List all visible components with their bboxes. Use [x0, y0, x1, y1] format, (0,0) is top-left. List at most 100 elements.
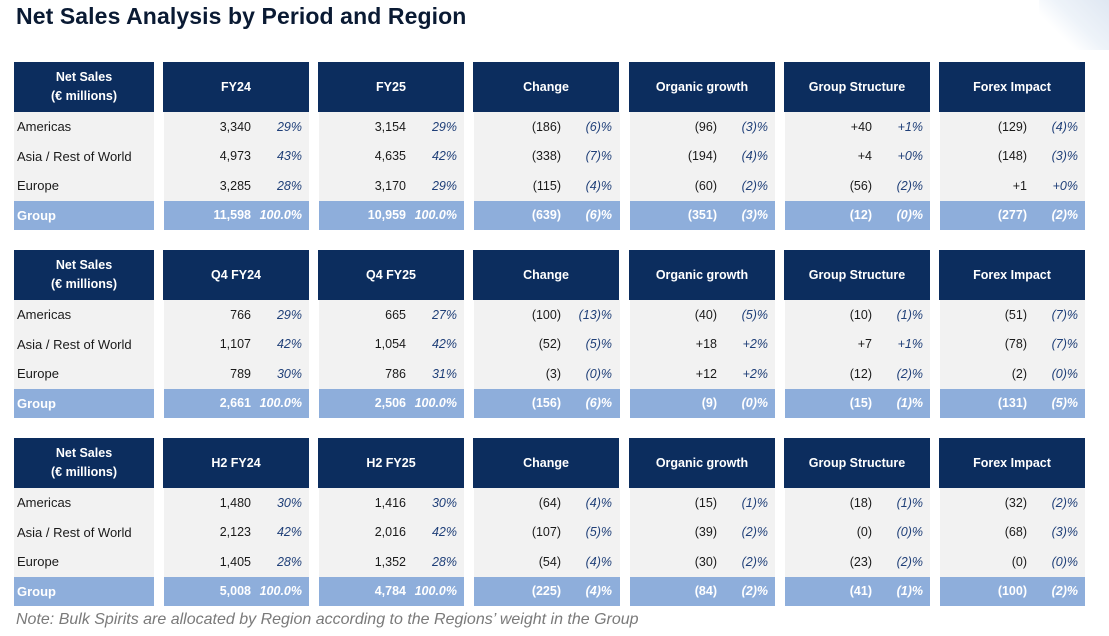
group-total-row: Group 5,008 100.0% 4,784 100.0% (225) (4)% (84)… — [14, 576, 1085, 606]
percent-cell: (4)% — [585, 554, 612, 569]
value-cell: (39) — [694, 525, 717, 540]
column-separator — [309, 329, 319, 359]
percent-cell: 42% — [431, 337, 457, 352]
value-cell: (84) — [694, 584, 717, 599]
column-separator — [620, 300, 630, 330]
column-separator — [775, 488, 785, 518]
value-cell: 2,661 — [219, 396, 251, 411]
row-label: Group — [17, 583, 56, 599]
value-cell: +40 — [850, 119, 872, 134]
percent-cell: 100.0% — [259, 208, 302, 223]
column-header: Change — [473, 62, 619, 112]
column-separator — [620, 171, 630, 201]
column-header: Q4 FY25 — [318, 250, 464, 300]
column-separator — [464, 547, 474, 577]
percent-cell: (1)% — [741, 495, 768, 510]
percent-cell: (2)% — [741, 525, 768, 540]
value-cell: (64) — [538, 495, 561, 510]
row-label: Group — [17, 207, 56, 223]
value-cell: (129) — [997, 119, 1027, 134]
column-separator — [464, 488, 474, 518]
column-separator — [309, 200, 319, 230]
percent-cell: (6)% — [585, 396, 612, 411]
value-cell: (156) — [531, 396, 561, 411]
percent-cell: (3)% — [1051, 525, 1078, 540]
column-separator — [620, 576, 630, 606]
percent-cell: (0)% — [896, 525, 923, 540]
value-cell: (115) — [532, 178, 561, 193]
column-separator — [154, 141, 164, 171]
header-label-line1: Net Sales — [55, 70, 113, 84]
column-separator — [930, 517, 940, 547]
percent-cell: (0)% — [1051, 554, 1078, 569]
value-cell: 1,480 — [219, 495, 251, 510]
column-header: Forex Impact — [939, 62, 1085, 112]
value-cell: 1,416 — [374, 495, 406, 510]
percent-cell: (2)% — [896, 178, 923, 193]
column-separator — [930, 388, 940, 418]
column-separator — [620, 388, 630, 418]
percent-cell: +1% — [897, 337, 923, 352]
value-cell: 1,107 — [219, 337, 251, 352]
column-separator — [775, 200, 785, 230]
column-separator — [775, 576, 785, 606]
percent-cell: (3)% — [741, 119, 768, 134]
percent-cell: (3)% — [741, 208, 768, 223]
percent-cell: (7)% — [1051, 307, 1078, 322]
column-separator — [154, 388, 164, 418]
column-separator — [154, 359, 164, 389]
column-separator — [775, 517, 785, 547]
percent-cell: (7)% — [1051, 337, 1078, 352]
column-separator — [464, 388, 474, 418]
percent-cell: (5)% — [585, 525, 612, 540]
column-header: Forex Impact — [939, 438, 1085, 488]
sales-table-1: Net Sales (€ millions) FY24 FY25 Change Organ… — [14, 62, 1085, 230]
column-separator — [154, 112, 164, 142]
percent-cell: 30% — [276, 495, 302, 510]
table-header: Net Sales (€ millions) H2 FY24 H2 FY25 Chang… — [14, 438, 1085, 488]
value-cell: (41) — [849, 584, 872, 599]
percent-cell: (0)% — [1051, 366, 1078, 381]
value-cell: (32) — [1004, 495, 1027, 510]
column-separator — [309, 517, 319, 547]
percent-cell: +0% — [1052, 178, 1078, 193]
column-separator — [620, 112, 630, 142]
column-separator — [464, 200, 474, 230]
column-header: Group Structure — [784, 438, 930, 488]
value-cell: 3,340 — [219, 119, 251, 134]
percent-cell: (5)% — [1051, 396, 1078, 411]
column-separator — [775, 388, 785, 418]
header-label-cell: Net Sales (€ millions) — [14, 62, 154, 112]
value-cell: (186) — [531, 119, 561, 134]
row-label: Europe — [17, 366, 59, 382]
header-label-line1: Net Sales — [55, 446, 113, 460]
value-cell: +7 — [857, 337, 872, 352]
column-header: Organic growth — [629, 62, 775, 112]
value-cell: (338) — [531, 149, 561, 164]
column-separator — [309, 576, 319, 606]
header-label-line2: (€ millions) — [51, 277, 117, 291]
table-row: Americas 3,340 29% 3,154 29% (186) (6)% (96) (3)… — [14, 112, 1085, 142]
column-header: Organic growth — [629, 250, 775, 300]
column-separator — [309, 300, 319, 330]
row-label: Europe — [17, 554, 59, 570]
percent-cell: 30% — [431, 495, 457, 510]
column-header: Change — [473, 250, 619, 300]
table-row: Asia / Rest of World 2,123 42% 2,016 42% (107… — [14, 517, 1085, 547]
table-row: Europe 789 30% 786 31% (3) (0)% +12 +2% (12) (2)% (… — [14, 359, 1085, 389]
column-separator — [464, 171, 474, 201]
column-separator — [154, 171, 164, 201]
value-cell: (54) — [538, 554, 561, 569]
value-cell: 4,973 — [219, 149, 251, 164]
value-cell: 665 — [385, 307, 406, 322]
value-cell: (148) — [997, 149, 1027, 164]
column-header: Change — [473, 438, 619, 488]
value-cell: +1 — [1012, 178, 1027, 193]
value-cell: 4,635 — [374, 149, 406, 164]
column-header: FY25 — [318, 62, 464, 112]
row-label: Europe — [17, 178, 59, 194]
percent-cell: (3)% — [1051, 149, 1078, 164]
column-separator — [930, 576, 940, 606]
percent-cell: (2)% — [741, 584, 768, 599]
value-cell: (639) — [531, 208, 561, 223]
